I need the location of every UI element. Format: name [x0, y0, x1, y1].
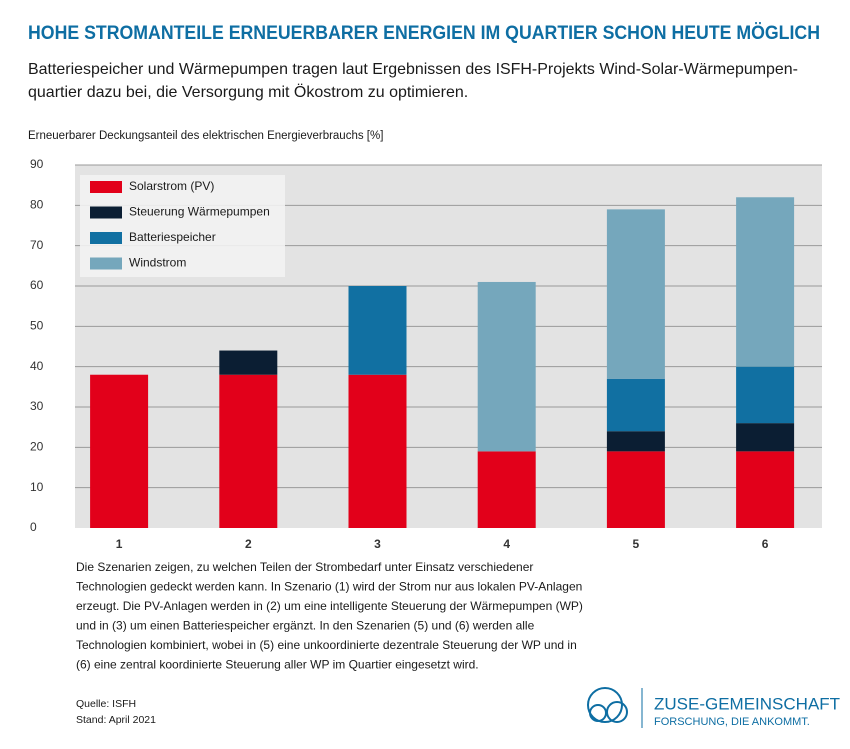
x-tick-label: 4: [503, 537, 510, 551]
legend-swatch: [90, 232, 122, 244]
date: Stand: April 2021: [76, 714, 156, 726]
bar-segment: [606, 451, 665, 528]
bar-segment: [736, 197, 795, 367]
chart-title: HOHE STROMANTEILE ERNEUERBARER ENERGIEN …: [28, 23, 820, 44]
logo-slogan: FORSCHUNG, DIE ANKOMMT.: [654, 716, 810, 728]
logo-icon: [587, 687, 628, 723]
legend-label: Batteriespeicher: [129, 230, 216, 244]
y-tick-label: 0: [30, 520, 37, 534]
description-line: und in (3) um einen Batteriespeicher erg…: [76, 619, 535, 633]
bar-segment: [736, 451, 795, 528]
y-tick-label: 70: [30, 238, 44, 252]
logo-name: ZUSE-GEMEINSCHAFT: [654, 694, 840, 713]
legend-label: Solarstrom (PV): [129, 179, 214, 193]
description: Die Szenarien zeigen, zu welchen Teilen …: [76, 560, 583, 672]
legend-label: Windstrom: [129, 256, 186, 270]
legend-swatch: [90, 181, 122, 193]
description-line: Technologien kombiniert, wobei in (5) ei…: [76, 638, 577, 652]
bar-segment: [606, 431, 665, 452]
plot: [75, 164, 822, 528]
source: Quelle: ISFH: [76, 698, 136, 710]
subtitle: Batteriespeicher und Wärmepumpen tragen …: [28, 61, 798, 78]
y-tick-label: 50: [30, 319, 44, 333]
x-tick-label: 2: [245, 537, 252, 551]
bar-segment: [348, 374, 407, 528]
description-line: erzeugt. Die PV-Anlagen werden in (2) um…: [76, 599, 583, 613]
bar-segment: [219, 374, 278, 528]
y-axis-label: Erneuerbarer Deckungsanteil des elektris…: [28, 130, 383, 142]
x-tick-label: 6: [762, 537, 769, 551]
y-tick-label: 10: [30, 480, 44, 494]
description-line: Technologien gedeckt werden kann. In Sze…: [76, 580, 582, 594]
y-tick-label: 30: [30, 399, 44, 413]
y-tick-label: 90: [30, 157, 44, 171]
y-tick-label: 60: [30, 278, 44, 292]
subtitle: quartier dazu bei, die Versorgung mit Ök…: [28, 83, 468, 101]
bar-segment: [219, 350, 278, 375]
bar-segment: [606, 209, 665, 379]
y-tick-label: 80: [30, 198, 44, 212]
x-tick-label: 3: [374, 537, 381, 551]
x-tick-label: 1: [116, 537, 123, 551]
x-tick-label: 5: [633, 537, 640, 551]
legend-swatch: [90, 257, 122, 270]
bar-segment: [736, 423, 795, 452]
legend-label: Steuerung Wärmepumpen: [129, 205, 270, 219]
bar-segment: [90, 374, 149, 528]
bar-segment: [477, 281, 536, 452]
legend-swatch: [90, 206, 122, 219]
bar-segment: [477, 451, 536, 528]
y-tick-label: 40: [30, 359, 44, 373]
description-line: (6) eine zentral koordinierte Steuerung …: [76, 658, 479, 672]
bar-segment: [606, 378, 665, 432]
bar-segment: [348, 286, 407, 375]
legend: Solarstrom (PV) Steuerung Wärmepumpen Batt…: [80, 175, 285, 277]
description-line: Die Szenarien zeigen, zu welchen Teilen …: [76, 560, 533, 574]
bar-segment: [736, 366, 795, 424]
y-tick-label: 20: [30, 440, 44, 454]
